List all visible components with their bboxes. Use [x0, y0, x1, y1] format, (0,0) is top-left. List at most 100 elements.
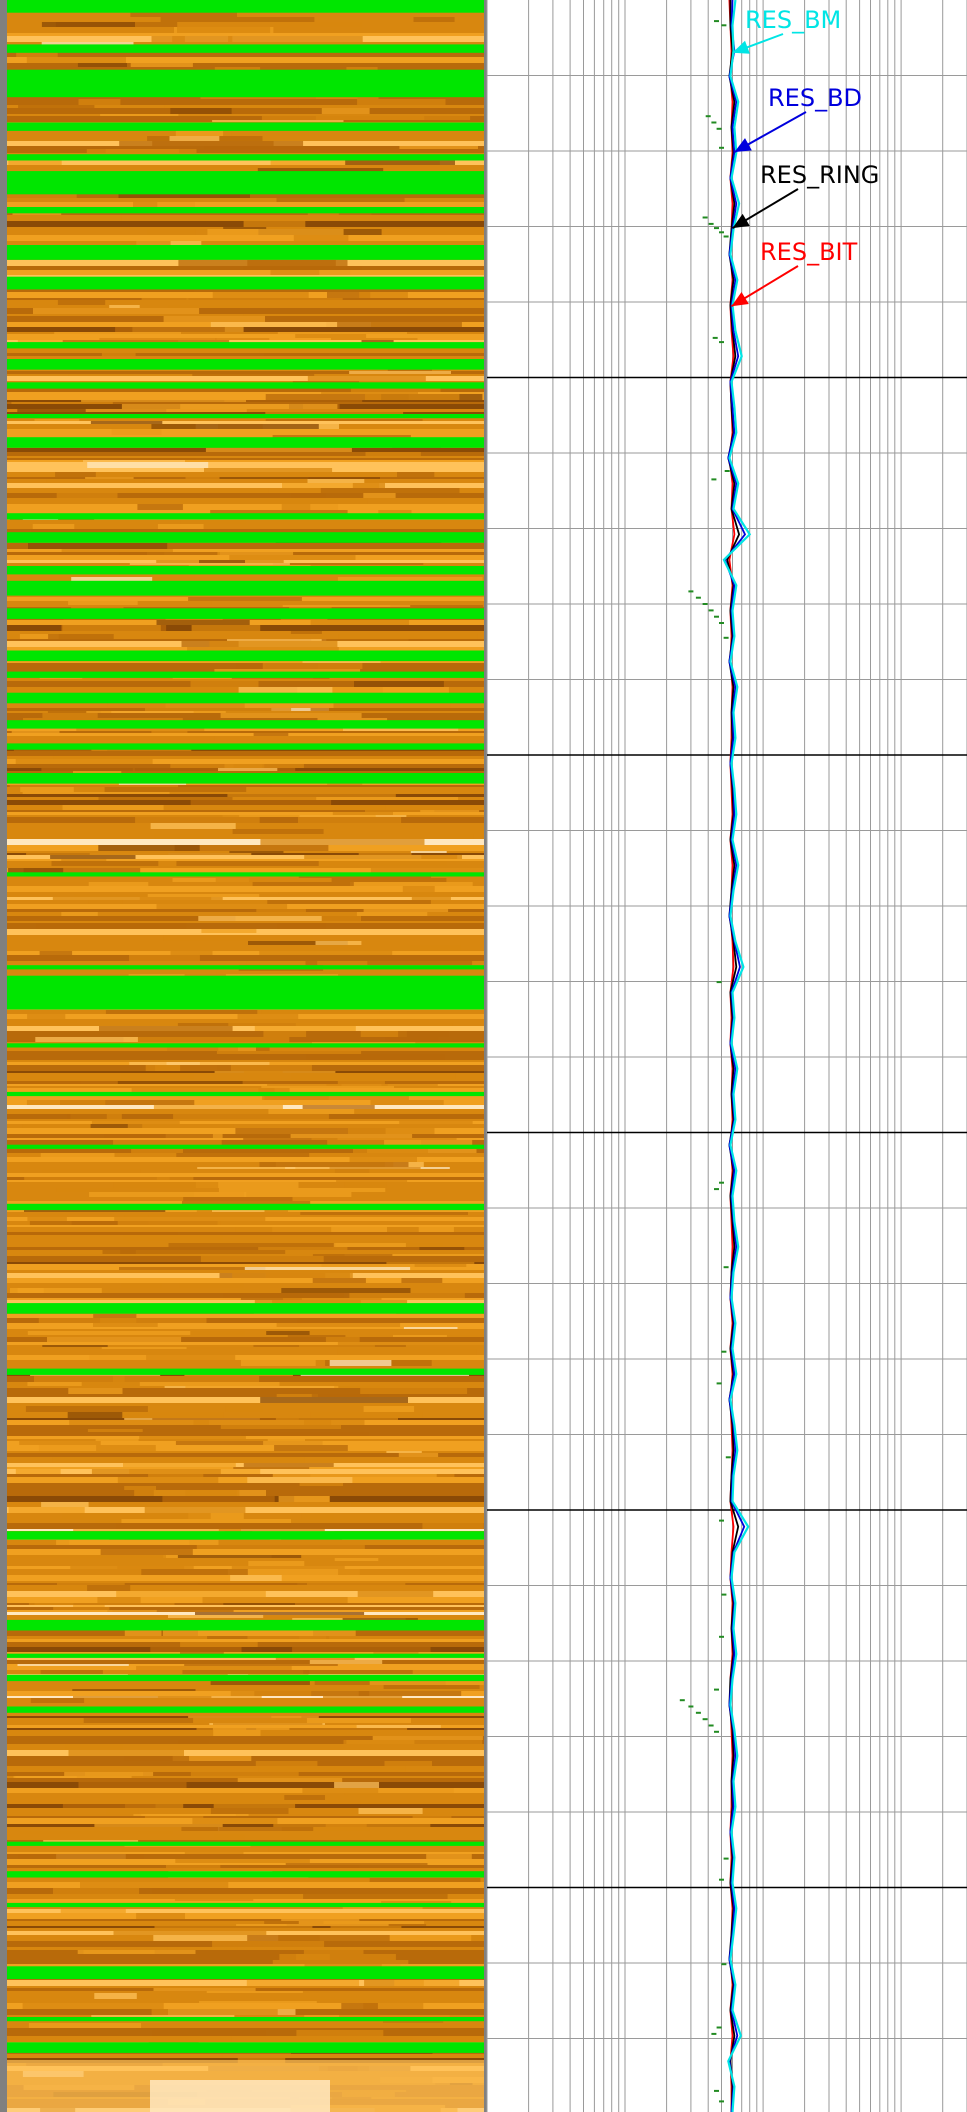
image-texture-streak — [47, 1337, 182, 1342]
image-texture-streak — [123, 1037, 290, 1042]
scatter-point — [719, 1181, 724, 1184]
image-texture-streak — [227, 639, 327, 641]
image-texture-band — [7, 479, 487, 484]
image-texture-streak — [68, 1750, 184, 1756]
image-texture-band — [7, 1782, 487, 1789]
image-texture-streak — [177, 1555, 302, 1558]
image-texture-band — [7, 1394, 487, 1398]
image-texture-streak — [298, 1921, 425, 1924]
image-texture-streak — [34, 1376, 125, 1382]
resistivity-curves — [722, 0, 752, 2112]
image-texture-streak — [337, 1081, 385, 1084]
image-texture-streak — [210, 510, 348, 515]
image-texture-streak — [399, 146, 478, 149]
image-texture-streak — [181, 1827, 314, 1831]
image-texture-streak — [123, 1756, 190, 1761]
curve-labels: RES_BM RES_BD RES_RING RES_BIT — [730, 6, 879, 308]
image-texture-band — [7, 543, 487, 550]
image-texture-streak — [88, 900, 123, 904]
image-texture-streak — [206, 1991, 303, 1993]
image-texture-streak — [419, 1247, 465, 1250]
image-texture-band — [7, 605, 487, 608]
scatter-point — [721, 24, 727, 27]
image-texture-streak — [214, 1834, 245, 1840]
image-flag-band — [7, 154, 487, 161]
image-texture-band — [7, 855, 487, 860]
image-texture-band — [7, 1950, 487, 1955]
image-texture-band — [7, 371, 487, 375]
image-texture-streak — [118, 193, 250, 198]
image-texture-streak — [302, 1105, 375, 1109]
image-texture-streak — [118, 783, 187, 785]
image-texture-streak — [82, 1119, 210, 1121]
image-texture-streak — [27, 1331, 191, 1335]
image-texture-band — [7, 1689, 487, 1692]
image-texture-streak — [163, 935, 313, 941]
image-texture-band — [7, 1605, 487, 1608]
image-texture-streak — [301, 1513, 334, 1519]
image-texture-streak — [312, 679, 443, 681]
image-texture-streak — [243, 1463, 334, 1467]
image-texture-streak — [50, 855, 136, 859]
image-texture-streak — [307, 479, 365, 483]
image-texture-streak — [180, 1642, 258, 1647]
image-texture-streak — [158, 1060, 199, 1062]
image-texture-streak — [56, 493, 118, 498]
annotation-arrowhead-res-bit — [731, 292, 749, 307]
image-texture-streak — [16, 51, 58, 57]
image-texture-band — [7, 1254, 487, 1257]
image-texture-streak — [401, 1278, 443, 1283]
image-texture-streak — [23, 868, 141, 873]
scatter-point — [719, 622, 724, 624]
image-texture-streak — [135, 2028, 179, 2030]
image-flag-band — [7, 532, 487, 543]
image-texture-streak — [107, 702, 245, 708]
image-texture-streak — [361, 340, 394, 344]
image-texture-streak — [447, 563, 481, 565]
image-texture-streak — [114, 1217, 266, 1221]
image-texture-streak — [197, 1167, 330, 1169]
image-texture-streak — [205, 933, 308, 935]
image-texture-band — [7, 2036, 487, 2043]
image-flag-band — [7, 513, 487, 520]
image-texture-streak — [154, 834, 204, 839]
image-texture-band — [7, 1349, 487, 1356]
image-texture-streak — [261, 1086, 394, 1088]
scatter-point — [714, 1188, 719, 1191]
image-texture-streak — [101, 353, 136, 356]
image-texture-streak — [230, 1691, 312, 1696]
image-texture-band — [7, 955, 487, 962]
image-texture-streak — [330, 1926, 402, 1928]
image-flag-band — [7, 69, 487, 98]
image-texture-streak — [413, 17, 455, 22]
image-texture-band — [7, 1795, 487, 1801]
image-texture-streak — [144, 1507, 246, 1513]
scatter-point — [688, 590, 694, 593]
image-texture-streak — [272, 1960, 409, 1964]
image-texture-band — [7, 549, 487, 553]
image-texture-streak — [42, 713, 98, 718]
image-texture-streak — [8, 1507, 85, 1513]
image-texture-streak — [394, 1980, 460, 1986]
image-texture-streak — [291, 1073, 456, 1079]
image-texture-streak — [349, 371, 451, 374]
image-texture-streak — [267, 1439, 305, 1441]
image-texture-streak — [8, 160, 62, 165]
image-texture-streak — [356, 912, 428, 916]
image-texture-streak — [203, 146, 320, 149]
image-texture-streak — [354, 681, 444, 687]
image-texture-band — [7, 1882, 487, 1889]
image-texture-streak — [95, 1439, 139, 1441]
image-texture-streak — [20, 1831, 173, 1834]
image-texture-band — [7, 733, 487, 737]
image-texture-band — [7, 99, 487, 106]
image-flag-band — [7, 1091, 487, 1097]
scatter-point — [721, 1593, 727, 1596]
image-texture-streak — [337, 1342, 485, 1345]
image-texture-streak — [193, 1420, 332, 1425]
image-texture-streak — [225, 1406, 263, 1412]
image-texture-streak — [17, 1854, 144, 1859]
image-texture-band — [7, 1453, 487, 1458]
image-texture-streak — [164, 105, 299, 108]
scatter-point — [688, 1705, 694, 1708]
